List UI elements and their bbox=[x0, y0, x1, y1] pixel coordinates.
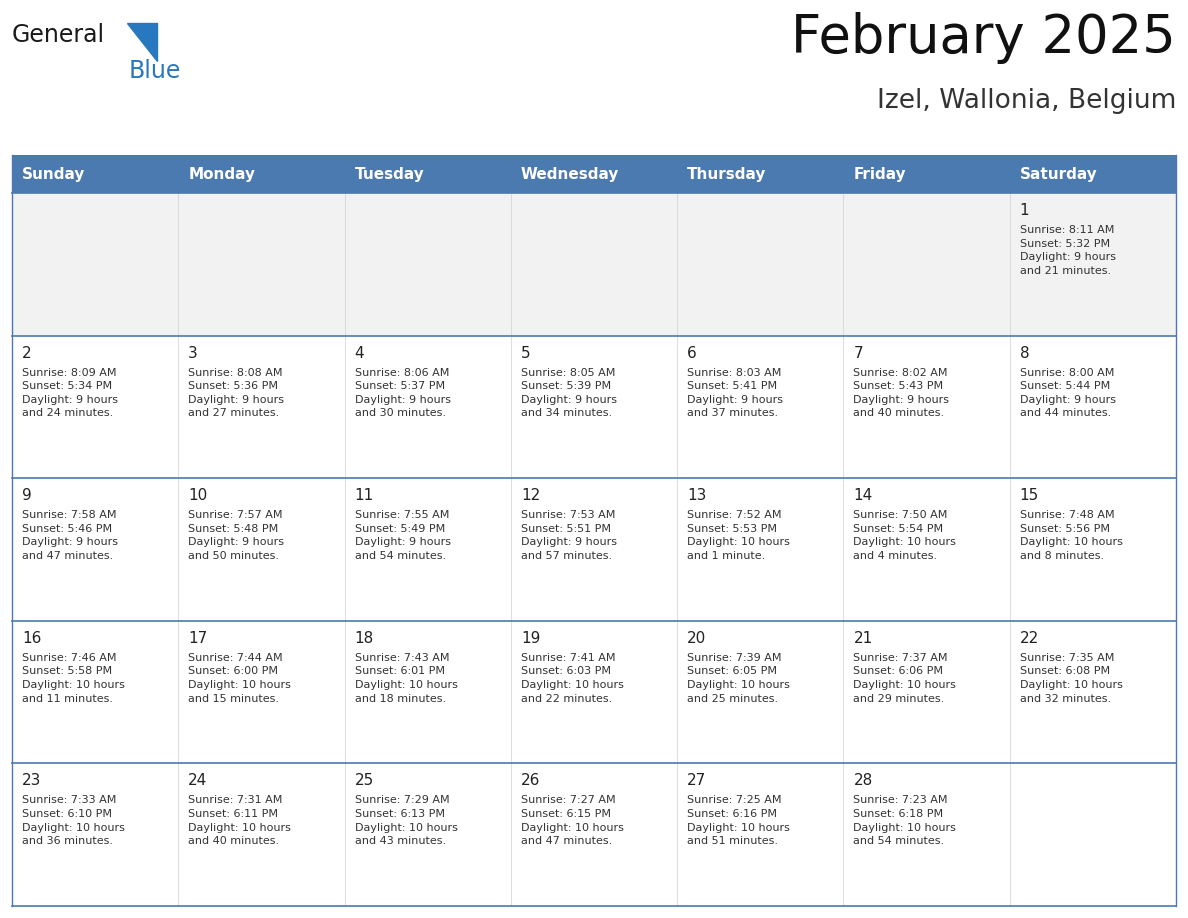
Bar bbox=[677, 155, 843, 193]
Text: General: General bbox=[12, 23, 105, 47]
Text: 7: 7 bbox=[853, 345, 862, 361]
Text: 26: 26 bbox=[520, 773, 541, 789]
Bar bbox=[843, 155, 1010, 193]
Text: Thursday: Thursday bbox=[687, 166, 766, 182]
Bar bbox=[12, 621, 1176, 764]
Bar bbox=[1010, 155, 1176, 193]
Text: Sunrise: 7:43 AM
Sunset: 6:01 PM
Daylight: 10 hours
and 18 minutes.: Sunrise: 7:43 AM Sunset: 6:01 PM Dayligh… bbox=[354, 653, 457, 703]
Text: Sunrise: 7:52 AM
Sunset: 5:53 PM
Daylight: 10 hours
and 1 minute.: Sunrise: 7:52 AM Sunset: 5:53 PM Dayligh… bbox=[687, 510, 790, 561]
Text: Sunrise: 7:27 AM
Sunset: 6:15 PM
Daylight: 10 hours
and 47 minutes.: Sunrise: 7:27 AM Sunset: 6:15 PM Dayligh… bbox=[520, 795, 624, 846]
Text: Sunrise: 7:53 AM
Sunset: 5:51 PM
Daylight: 9 hours
and 57 minutes.: Sunrise: 7:53 AM Sunset: 5:51 PM Dayligh… bbox=[520, 510, 617, 561]
Text: 13: 13 bbox=[687, 488, 707, 503]
Text: Wednesday: Wednesday bbox=[520, 166, 619, 182]
Text: 4: 4 bbox=[354, 345, 365, 361]
Text: 6: 6 bbox=[687, 345, 697, 361]
Text: Tuesday: Tuesday bbox=[354, 166, 424, 182]
Text: 16: 16 bbox=[23, 631, 42, 645]
Bar bbox=[511, 155, 677, 193]
Text: Saturday: Saturday bbox=[1019, 166, 1098, 182]
Text: Sunrise: 7:37 AM
Sunset: 6:06 PM
Daylight: 10 hours
and 29 minutes.: Sunrise: 7:37 AM Sunset: 6:06 PM Dayligh… bbox=[853, 653, 956, 703]
Text: Sunrise: 7:25 AM
Sunset: 6:16 PM
Daylight: 10 hours
and 51 minutes.: Sunrise: 7:25 AM Sunset: 6:16 PM Dayligh… bbox=[687, 795, 790, 846]
Text: Sunrise: 8:06 AM
Sunset: 5:37 PM
Daylight: 9 hours
and 30 minutes.: Sunrise: 8:06 AM Sunset: 5:37 PM Dayligh… bbox=[354, 367, 450, 419]
Text: 22: 22 bbox=[1019, 631, 1040, 645]
Text: 8: 8 bbox=[1019, 345, 1029, 361]
Polygon shape bbox=[127, 23, 157, 61]
Text: Sunrise: 7:23 AM
Sunset: 6:18 PM
Daylight: 10 hours
and 54 minutes.: Sunrise: 7:23 AM Sunset: 6:18 PM Dayligh… bbox=[853, 795, 956, 846]
Text: 5: 5 bbox=[520, 345, 531, 361]
Bar bbox=[345, 155, 511, 193]
Text: 12: 12 bbox=[520, 488, 541, 503]
Text: Sunrise: 7:48 AM
Sunset: 5:56 PM
Daylight: 10 hours
and 8 minutes.: Sunrise: 7:48 AM Sunset: 5:56 PM Dayligh… bbox=[1019, 510, 1123, 561]
Text: Friday: Friday bbox=[853, 166, 906, 182]
Text: 14: 14 bbox=[853, 488, 873, 503]
Text: 24: 24 bbox=[188, 773, 208, 789]
Text: Sunrise: 7:57 AM
Sunset: 5:48 PM
Daylight: 9 hours
and 50 minutes.: Sunrise: 7:57 AM Sunset: 5:48 PM Dayligh… bbox=[188, 510, 284, 561]
Text: 28: 28 bbox=[853, 773, 873, 789]
Text: Blue: Blue bbox=[129, 59, 182, 83]
Text: 17: 17 bbox=[188, 631, 208, 645]
Text: Sunrise: 7:39 AM
Sunset: 6:05 PM
Daylight: 10 hours
and 25 minutes.: Sunrise: 7:39 AM Sunset: 6:05 PM Dayligh… bbox=[687, 653, 790, 703]
Text: 15: 15 bbox=[1019, 488, 1040, 503]
Text: Sunrise: 8:02 AM
Sunset: 5:43 PM
Daylight: 9 hours
and 40 minutes.: Sunrise: 8:02 AM Sunset: 5:43 PM Dayligh… bbox=[853, 367, 949, 419]
Bar bbox=[12, 764, 1176, 906]
Bar bbox=[12, 478, 1176, 621]
Text: 21: 21 bbox=[853, 631, 873, 645]
Text: Monday: Monday bbox=[188, 166, 255, 182]
Text: Sunrise: 8:08 AM
Sunset: 5:36 PM
Daylight: 9 hours
and 27 minutes.: Sunrise: 8:08 AM Sunset: 5:36 PM Dayligh… bbox=[188, 367, 284, 419]
Text: Sunrise: 8:03 AM
Sunset: 5:41 PM
Daylight: 9 hours
and 37 minutes.: Sunrise: 8:03 AM Sunset: 5:41 PM Dayligh… bbox=[687, 367, 783, 419]
Text: Sunrise: 7:55 AM
Sunset: 5:49 PM
Daylight: 9 hours
and 54 minutes.: Sunrise: 7:55 AM Sunset: 5:49 PM Dayligh… bbox=[354, 510, 450, 561]
Bar bbox=[12, 155, 178, 193]
Text: 20: 20 bbox=[687, 631, 707, 645]
Text: 9: 9 bbox=[23, 488, 32, 503]
Text: February 2025: February 2025 bbox=[791, 12, 1176, 64]
Text: Sunrise: 7:46 AM
Sunset: 5:58 PM
Daylight: 10 hours
and 11 minutes.: Sunrise: 7:46 AM Sunset: 5:58 PM Dayligh… bbox=[23, 653, 125, 703]
Text: 1: 1 bbox=[1019, 203, 1029, 218]
Text: Sunrise: 7:35 AM
Sunset: 6:08 PM
Daylight: 10 hours
and 32 minutes.: Sunrise: 7:35 AM Sunset: 6:08 PM Dayligh… bbox=[1019, 653, 1123, 703]
Text: 19: 19 bbox=[520, 631, 541, 645]
Text: Sunrise: 8:11 AM
Sunset: 5:32 PM
Daylight: 9 hours
and 21 minutes.: Sunrise: 8:11 AM Sunset: 5:32 PM Dayligh… bbox=[1019, 225, 1116, 275]
Text: Sunday: Sunday bbox=[23, 166, 86, 182]
Text: 11: 11 bbox=[354, 488, 374, 503]
Text: Izel, Wallonia, Belgium: Izel, Wallonia, Belgium bbox=[877, 88, 1176, 114]
Text: 3: 3 bbox=[188, 345, 198, 361]
Text: Sunrise: 7:41 AM
Sunset: 6:03 PM
Daylight: 10 hours
and 22 minutes.: Sunrise: 7:41 AM Sunset: 6:03 PM Dayligh… bbox=[520, 653, 624, 703]
Text: 25: 25 bbox=[354, 773, 374, 789]
Text: 23: 23 bbox=[23, 773, 42, 789]
Text: 27: 27 bbox=[687, 773, 707, 789]
Text: Sunrise: 8:05 AM
Sunset: 5:39 PM
Daylight: 9 hours
and 34 minutes.: Sunrise: 8:05 AM Sunset: 5:39 PM Dayligh… bbox=[520, 367, 617, 419]
Bar bbox=[12, 336, 1176, 478]
Bar bbox=[12, 193, 1176, 336]
Bar bbox=[178, 155, 345, 193]
Text: Sunrise: 8:09 AM
Sunset: 5:34 PM
Daylight: 9 hours
and 24 minutes.: Sunrise: 8:09 AM Sunset: 5:34 PM Dayligh… bbox=[23, 367, 118, 419]
Text: 2: 2 bbox=[23, 345, 32, 361]
Text: 10: 10 bbox=[188, 488, 208, 503]
Text: Sunrise: 7:58 AM
Sunset: 5:46 PM
Daylight: 9 hours
and 47 minutes.: Sunrise: 7:58 AM Sunset: 5:46 PM Dayligh… bbox=[23, 510, 118, 561]
Text: Sunrise: 7:50 AM
Sunset: 5:54 PM
Daylight: 10 hours
and 4 minutes.: Sunrise: 7:50 AM Sunset: 5:54 PM Dayligh… bbox=[853, 510, 956, 561]
Text: Sunrise: 7:29 AM
Sunset: 6:13 PM
Daylight: 10 hours
and 43 minutes.: Sunrise: 7:29 AM Sunset: 6:13 PM Dayligh… bbox=[354, 795, 457, 846]
Text: Sunrise: 7:31 AM
Sunset: 6:11 PM
Daylight: 10 hours
and 40 minutes.: Sunrise: 7:31 AM Sunset: 6:11 PM Dayligh… bbox=[188, 795, 291, 846]
Text: Sunrise: 8:00 AM
Sunset: 5:44 PM
Daylight: 9 hours
and 44 minutes.: Sunrise: 8:00 AM Sunset: 5:44 PM Dayligh… bbox=[1019, 367, 1116, 419]
Text: 18: 18 bbox=[354, 631, 374, 645]
Text: Sunrise: 7:33 AM
Sunset: 6:10 PM
Daylight: 10 hours
and 36 minutes.: Sunrise: 7:33 AM Sunset: 6:10 PM Dayligh… bbox=[23, 795, 125, 846]
Text: Sunrise: 7:44 AM
Sunset: 6:00 PM
Daylight: 10 hours
and 15 minutes.: Sunrise: 7:44 AM Sunset: 6:00 PM Dayligh… bbox=[188, 653, 291, 703]
